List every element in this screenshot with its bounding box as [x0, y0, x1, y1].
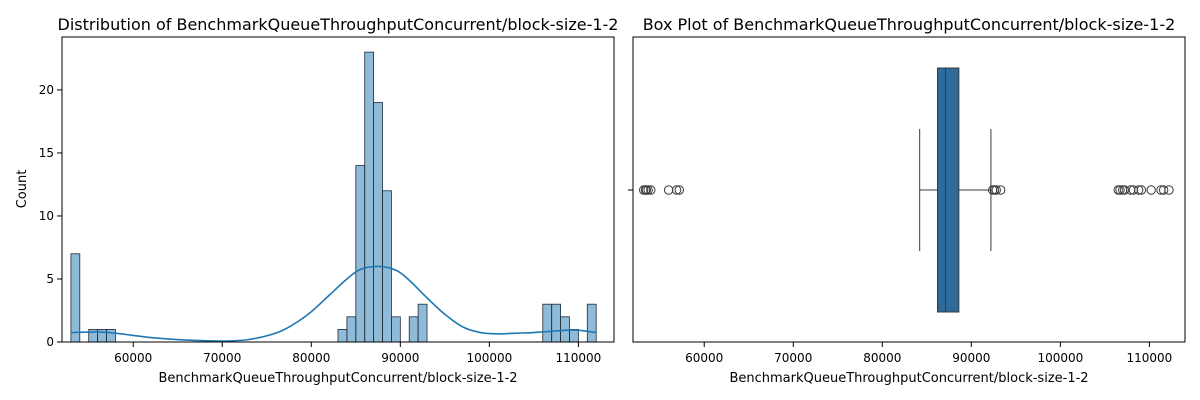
- histogram-y-ticks: 0 5 10 15 20: [39, 83, 62, 349]
- boxplot-title: Box Plot of BenchmarkQueueThroughputConc…: [643, 15, 1176, 34]
- boxplot-x-tick-label: 110000: [1126, 351, 1172, 365]
- boxplot-outlier: [1119, 185, 1130, 195]
- histogram-y-tick-label: 0: [46, 335, 54, 349]
- histogram-x-tick-label: 90000: [381, 351, 419, 365]
- boxplot-x-tick-label: 80000: [863, 351, 901, 365]
- histogram-x-tick-label: 80000: [292, 351, 330, 365]
- histogram-bar: [373, 102, 383, 343]
- histogram-bar: [337, 328, 348, 343]
- boxplot-outlier: [1158, 185, 1169, 195]
- boxplot-outlier: [1136, 185, 1147, 195]
- histogram-panel: Distribution of BenchmarkQueueThroughput…: [15, 15, 618, 386]
- histogram-y-tick-label: 20: [39, 83, 54, 97]
- boxplot-outlier: [991, 185, 1001, 195]
- boxplot-x-ticks: 60000 70000 80000 90000 100000 110000: [685, 342, 1172, 365]
- boxplot-outlier: [671, 185, 682, 195]
- boxplot-x-tick-label: 60000: [685, 351, 723, 365]
- histogram-title: Distribution of BenchmarkQueueThroughput…: [58, 15, 619, 34]
- histogram-x-tick-label: 60000: [114, 351, 152, 365]
- boxplot-outlier: [643, 185, 653, 195]
- boxplot-outlier: [646, 185, 656, 195]
- histogram-bar: [417, 303, 428, 343]
- histogram-y-axis-label: Count: [15, 170, 30, 209]
- histogram-y-tick-label: 10: [39, 209, 54, 223]
- histogram-x-tick-label: 110000: [555, 351, 601, 365]
- histogram-bar: [70, 253, 81, 343]
- histogram-bar: [346, 316, 357, 343]
- boxplot-marks: [638, 67, 1174, 313]
- boxplot-outlier: [1115, 185, 1125, 195]
- histogram-bar: [551, 303, 561, 343]
- boxplot-axes-frame: [632, 36, 1186, 343]
- histogram-bar: [408, 316, 419, 343]
- histogram-bar: [542, 303, 553, 343]
- boxplot-outlier: [1134, 185, 1144, 195]
- boxplot-outlier: [1164, 185, 1174, 195]
- boxplot-x-axis-label: BenchmarkQueueThroughputConcurrent/block…: [729, 371, 1088, 386]
- kde-curve: [70, 265, 597, 342]
- boxplot-x-tick-label: 70000: [774, 351, 812, 365]
- boxplot-x-tick-label: 90000: [952, 351, 990, 365]
- histogram-bars: [70, 51, 597, 343]
- boxplot-box: [936, 67, 960, 313]
- histogram-axes-frame: [61, 36, 615, 343]
- histogram-y-tick-label: 5: [46, 272, 54, 286]
- boxplot-outlier: [1146, 185, 1156, 195]
- histogram-bar: [106, 328, 116, 343]
- boxplot-outlier: [674, 185, 684, 195]
- histogram-x-ticks: 60000 70000 80000 90000 100000 110000: [114, 342, 601, 365]
- boxplot-outlier: [663, 185, 674, 195]
- boxplot-x-tick-label: 100000: [1037, 351, 1083, 365]
- histogram-bar: [569, 328, 579, 343]
- histogram-y-tick-label: 15: [39, 146, 54, 160]
- histogram-x-tick-label: 100000: [466, 351, 512, 365]
- boxplot-outlier: [996, 185, 1006, 195]
- histogram-bar: [391, 316, 401, 343]
- boxplot-panel: Box Plot of BenchmarkQueueThroughputConc…: [628, 15, 1186, 386]
- histogram-x-tick-label: 70000: [203, 351, 241, 365]
- histogram-bar: [355, 165, 366, 343]
- histogram-bar: [586, 303, 597, 343]
- histogram-x-axis-label: BenchmarkQueueThroughputConcurrent/block…: [158, 371, 517, 386]
- histogram-bar: [364, 51, 375, 343]
